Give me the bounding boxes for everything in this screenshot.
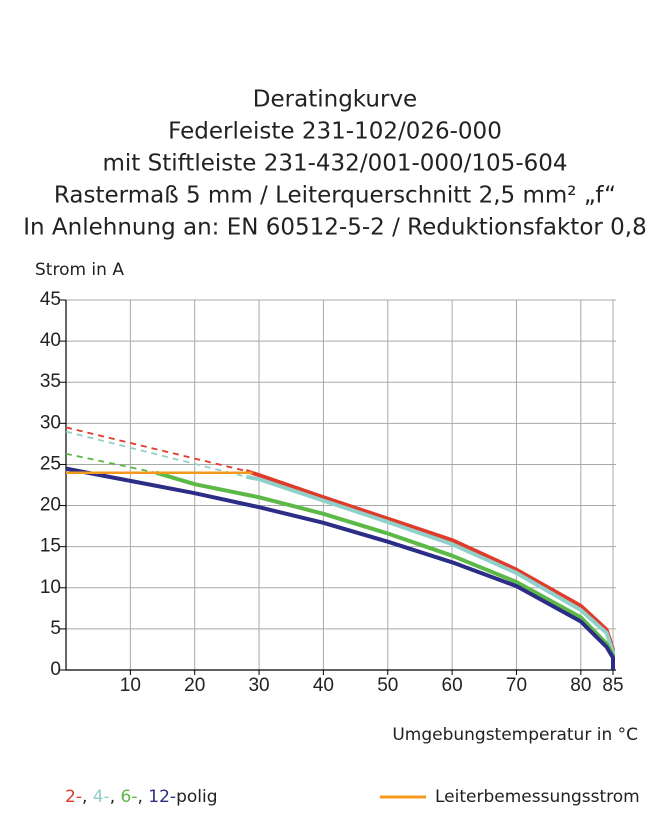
y-tick-label: 30: [40, 412, 61, 433]
x-tick-label: 40: [313, 675, 334, 696]
y-tick-label: 20: [40, 495, 61, 516]
y-tick-label: 15: [40, 536, 61, 557]
y-tick-label: 0: [50, 659, 61, 680]
legend-entry: 2-: [65, 787, 82, 807]
y-tick-label: 35: [40, 371, 61, 392]
legend-entry: 6-: [121, 787, 138, 807]
x-tick-label: 20: [184, 675, 205, 696]
title-block: Deratingkurve Federleiste 231-102/026-000…: [23, 87, 647, 241]
chart-title: mit Stiftleiste 231-432/001-000/105-604: [102, 151, 567, 177]
legend-separator: ,: [110, 787, 121, 807]
legend-separator: ,: [137, 787, 148, 807]
legend-separator: ,: [82, 787, 93, 807]
chart-title: Federleiste 231-102/026-000: [168, 119, 502, 145]
series-line: [155, 470, 615, 670]
y-tick-label: 45: [40, 289, 61, 310]
x-tick-label: 30: [248, 675, 269, 696]
y-axis-label: Strom in A: [35, 260, 124, 280]
legend-entry: 12-: [148, 787, 176, 807]
x-tick-label: 85: [602, 675, 623, 696]
series-line: [65, 430, 247, 478]
legend: 2-, 4-, 6-, 12-polig: [65, 787, 218, 807]
x-tick-label: 70: [506, 675, 527, 696]
legend-entry: 4-: [93, 787, 110, 807]
chart-title: Rastermaß 5 mm / Leiterquerschnitt 2,5 m…: [54, 183, 616, 209]
legend-entry: Leiterbemessungsstrom: [435, 787, 640, 807]
y-tick-label: 40: [40, 330, 61, 351]
x-tick-label: 60: [442, 675, 463, 696]
x-axis-label: Umgebungstemperatur in °C: [392, 725, 638, 745]
y-tick-label: 5: [50, 618, 61, 639]
legend-suffix: polig: [176, 787, 217, 807]
y-tick-label: 25: [40, 453, 61, 474]
x-tick-label: 80: [570, 675, 591, 696]
series-line: [65, 466, 615, 670]
chart-title: In Anlehnung an: EN 60512-5-2 / Reduktio…: [23, 215, 647, 241]
series-line: [245, 469, 615, 670]
series-line: [65, 426, 247, 472]
y-tick-label: 10: [40, 577, 61, 598]
series-line: [245, 474, 615, 670]
chart-title: Deratingkurve: [253, 87, 417, 113]
x-tick-label: 50: [377, 675, 398, 696]
series-line: [65, 452, 157, 474]
x-tick-label: 10: [120, 675, 141, 696]
